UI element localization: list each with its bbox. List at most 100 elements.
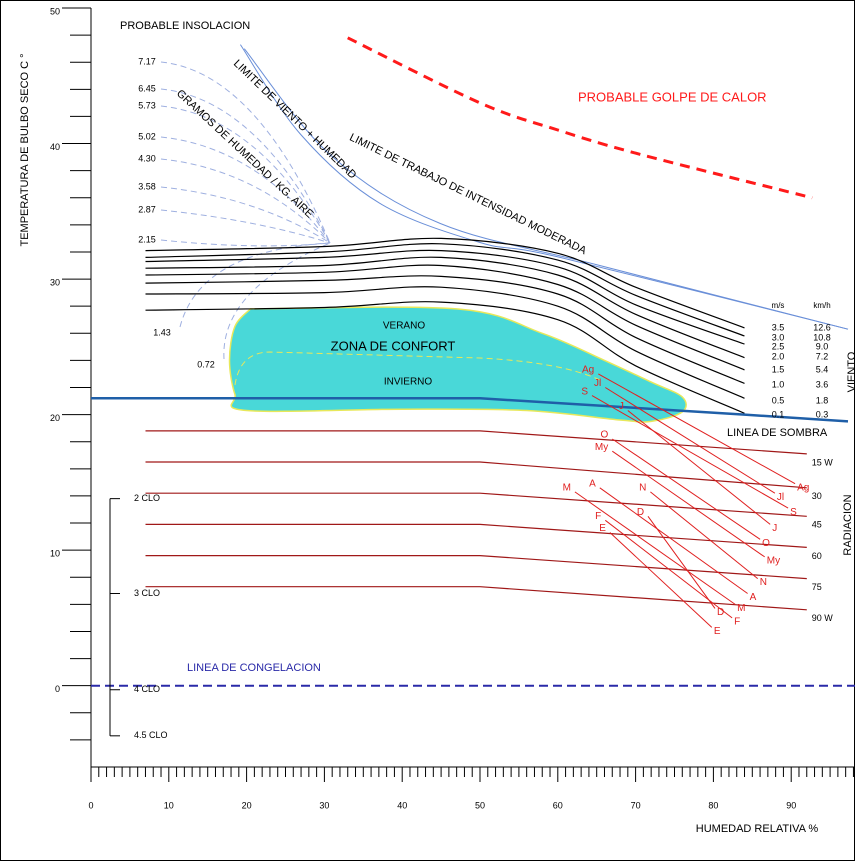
series-label: J: [772, 523, 777, 534]
series-label: Ag: [797, 482, 809, 493]
series-line: [145, 249, 745, 345]
series-label: D: [717, 607, 724, 618]
x-tick-label: 90: [786, 800, 796, 810]
wind-value: 1.8: [816, 395, 829, 405]
x-tick-label: 80: [708, 800, 718, 810]
series-line: [627, 410, 771, 525]
series-label: S: [581, 386, 588, 397]
series-label: 75: [812, 582, 822, 592]
wind-value: 0.5: [772, 395, 785, 405]
annotation: PROBABLE GOLPE DE CALOR: [578, 89, 767, 104]
series-label: M: [737, 603, 745, 614]
series-line: [609, 532, 713, 628]
series-label: My: [595, 442, 608, 453]
series-line: [145, 301, 745, 414]
y-tick-label: 0: [55, 684, 60, 694]
series-line: [145, 256, 745, 359]
series-line: [145, 430, 807, 455]
series-label: Ag: [582, 365, 594, 376]
x-tick-label: 70: [631, 800, 641, 810]
series-line: [647, 516, 716, 609]
humidity-curve: [179, 242, 331, 328]
wind-value: 3.6: [816, 379, 829, 389]
x-tick-label: 0: [88, 800, 93, 810]
annotation: VIENTO: [846, 351, 855, 392]
series-label: 90 W: [812, 613, 834, 623]
y-tick-label: 50: [50, 6, 60, 16]
comfort-winter: INVIERNO: [384, 377, 433, 388]
wind-value: 7.2: [816, 351, 829, 361]
series-line: [604, 519, 733, 619]
series-line: [145, 523, 807, 548]
series-label: My: [767, 556, 780, 567]
wind-value: 3.0: [772, 332, 785, 342]
series-line: [605, 387, 776, 494]
series-line: [574, 491, 736, 605]
comfort-summer: VERANO: [383, 321, 425, 332]
humidity-curve: [160, 186, 331, 244]
series-line: [347, 36, 813, 200]
humidity-label: 1.43: [153, 327, 171, 337]
series-label: 30: [812, 491, 822, 501]
humidity-label: 5.73: [138, 100, 156, 110]
wind-value: 10.8: [813, 332, 831, 342]
y-tick-label: 20: [50, 413, 60, 423]
series-label: A: [589, 478, 596, 489]
wind-value: 5.4: [816, 364, 829, 374]
humidity-label: 4.30: [138, 153, 156, 163]
y-tick-label: 40: [50, 142, 60, 152]
wind-value: 1.0: [772, 379, 785, 389]
series-line: [145, 492, 807, 517]
series-label: J: [619, 401, 624, 412]
series-line: [243, 48, 849, 330]
series-line: [145, 237, 745, 329]
x-tick-label: 30: [319, 800, 329, 810]
humidity-label: 2.87: [138, 204, 156, 214]
series-line: [612, 450, 765, 558]
y-tick-label: 10: [50, 549, 60, 559]
clo-label: 4 CLO: [134, 684, 160, 694]
humidity-curve: [160, 158, 331, 244]
series-label: F: [734, 617, 740, 628]
series-line: [145, 286, 745, 399]
wind-value: 9.0: [816, 341, 829, 351]
humidity-curve: [223, 242, 331, 360]
humidity-curve: [160, 105, 331, 244]
humidity-curve: [160, 88, 331, 244]
series-line: [239, 44, 849, 330]
wind-value: 3.5: [772, 322, 785, 332]
comfort-divider: [234, 351, 601, 386]
series-line: [145, 264, 745, 371]
humidity-curve: [160, 209, 331, 244]
series-line: [599, 487, 748, 594]
series-line: [145, 555, 807, 580]
humidity-label: 5.02: [138, 131, 156, 141]
wind-value: 0.1: [772, 409, 785, 419]
comfort-label: ZONA DE CONFORT: [331, 338, 456, 353]
x-tick-label: 50: [475, 800, 485, 810]
annotation: LINEA DE SOMBRA: [727, 427, 828, 439]
series-line: [145, 275, 745, 384]
series-line: [612, 438, 761, 540]
series-line: [145, 461, 807, 489]
wind-header: m/s: [772, 301, 785, 310]
clo-label: 2 CLO: [134, 493, 160, 503]
wind-value: 2.0: [772, 351, 785, 361]
humidity-curve: [160, 61, 331, 244]
series-label: A: [750, 592, 757, 603]
humidity-label: 3.58: [138, 181, 156, 191]
y-tick-label: 30: [50, 277, 60, 287]
wind-value: 0.3: [816, 409, 829, 419]
annotation: LINEA DE CONGELACION: [187, 662, 321, 674]
series-label: E: [599, 523, 606, 534]
series-line: [591, 395, 789, 509]
series-label: F: [595, 511, 601, 522]
wind-value: 12.6: [813, 322, 831, 332]
x-axis-label: HUMEDAD RELATIVA %: [696, 823, 819, 835]
humidity-label: 0.72: [197, 359, 215, 369]
series-label: D: [637, 507, 644, 518]
clo-label: 3 CLO: [134, 588, 160, 598]
wind-value: 2.5: [772, 341, 785, 351]
